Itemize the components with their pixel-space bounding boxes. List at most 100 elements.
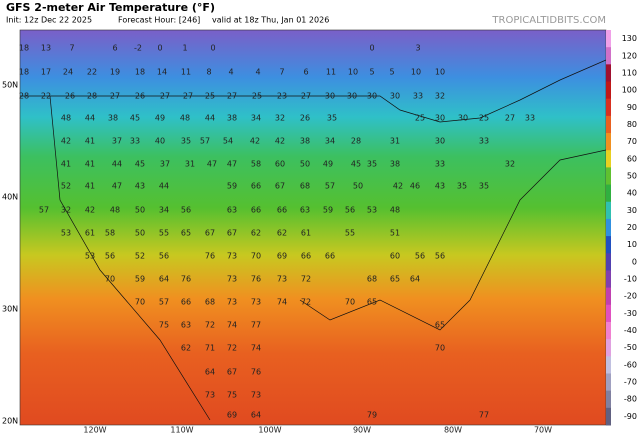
temperature: 66 [301,252,311,261]
temperature: 57 [159,298,169,307]
temperature: 42 [85,206,95,215]
temperature: 61 [85,229,95,238]
temperature: 74 [277,298,287,307]
temperature: 70 [251,252,261,261]
temperature: 76 [181,275,191,284]
temperature: 53 [61,229,71,238]
temperature: 68 [300,182,310,191]
lat-label: 30N [2,305,18,314]
temperature: 47 [227,160,237,169]
temperature: 6 [112,44,117,53]
temperature: 13 [41,44,51,53]
colorbar-label: -30 [624,309,637,318]
temperature: 59 [323,206,333,215]
temperature: 72 [227,344,237,353]
temperature: 54 [223,137,233,146]
colorbar-label: -80 [624,395,637,404]
temperature: 26 [135,92,145,101]
temperature: 70 [345,298,355,307]
temperature: 53 [367,206,377,215]
colorbar-swatch [606,98,611,117]
temperature: 0 [369,44,374,53]
colorbar-label: 120 [622,51,637,60]
temperature: 30 [325,92,335,101]
temperature: 0 [210,44,215,53]
temperature: 30 [367,92,377,101]
temperature: 26 [65,92,75,101]
temperature: 70 [435,344,445,353]
temperature: 73 [227,275,237,284]
temperature: 65 [181,229,191,238]
temperature: 22 [41,92,51,101]
temperature: 38 [108,114,118,123]
colorbar-swatch [606,236,611,254]
temperature: 33 [435,160,445,169]
temperature: 31 [185,160,195,169]
temperature: 25 [252,92,262,101]
temperature: 48 [180,114,190,123]
temperature: 42 [250,137,260,146]
temperature: 28 [87,92,97,101]
temperature: 47 [112,182,122,191]
colorbar-label: 40 [627,189,637,198]
temperature: 28 [19,92,29,101]
colorbar-label: 60 [627,154,637,163]
colorbar-label: 50 [627,171,637,180]
temperature: 18 [135,68,145,77]
temperature: 50 [300,160,310,169]
colorbar-label: 80 [627,120,637,129]
temperature: -2 [134,44,142,53]
temperature: 67 [227,229,237,238]
temperature: 46 [410,182,420,191]
temperature: 10 [435,68,445,77]
temperature: 1 [182,44,187,53]
temperature: 43 [435,182,445,191]
temperature: 58 [251,160,261,169]
colorbar-swatch [606,167,611,186]
temperature: 76 [251,275,261,284]
temperature: 3 [415,44,420,53]
temperature: 68 [205,298,215,307]
temperature: 8 [206,68,211,77]
temperature: 44 [159,182,169,191]
temperature: 49 [323,160,333,169]
temperature: 41 [85,160,95,169]
temperature: 76 [251,368,261,377]
temperature: 47 [207,160,217,169]
temperature: 60 [275,160,285,169]
title: GFS 2-meter Air Temperature (°F) [6,1,215,14]
colorbar-swatch [606,64,611,83]
temperature: 30 [458,114,468,123]
temperature: 57 [200,137,210,146]
temperature: 69 [227,411,237,420]
temperature: 33 [130,137,140,146]
temperature: 45 [135,160,145,169]
temperature: 65 [367,298,377,307]
temperature: 53 [85,252,95,261]
temperature: 30 [435,114,445,123]
colorbar-label: -10 [624,275,637,284]
colorbar-swatch [606,390,611,409]
temperature: 34 [251,114,261,123]
temperature: 67 [275,182,285,191]
temperature: 73 [251,298,261,307]
temperature: 30 [347,92,357,101]
temperature: 73 [227,252,237,261]
colorbar-label: -70 [624,378,637,387]
colorbar-label: 110 [622,68,637,77]
temperature: 19 [110,68,120,77]
temperature: 72 [301,275,311,284]
lat-label: 40N [2,193,18,202]
colorbar-label: -40 [624,326,637,335]
temperature: 56 [435,252,445,261]
colorbar-swatch [606,81,611,100]
temperature: 43 [135,182,145,191]
temperature: 69 [277,252,287,261]
temperature: 64 [251,411,261,420]
colorbar-label: 100 [622,86,637,95]
temperature: 77 [479,411,489,420]
temperature: 74 [251,344,261,353]
temperature: 22 [87,68,97,77]
colorbar-swatch [606,184,611,203]
coastline [49,95,607,421]
